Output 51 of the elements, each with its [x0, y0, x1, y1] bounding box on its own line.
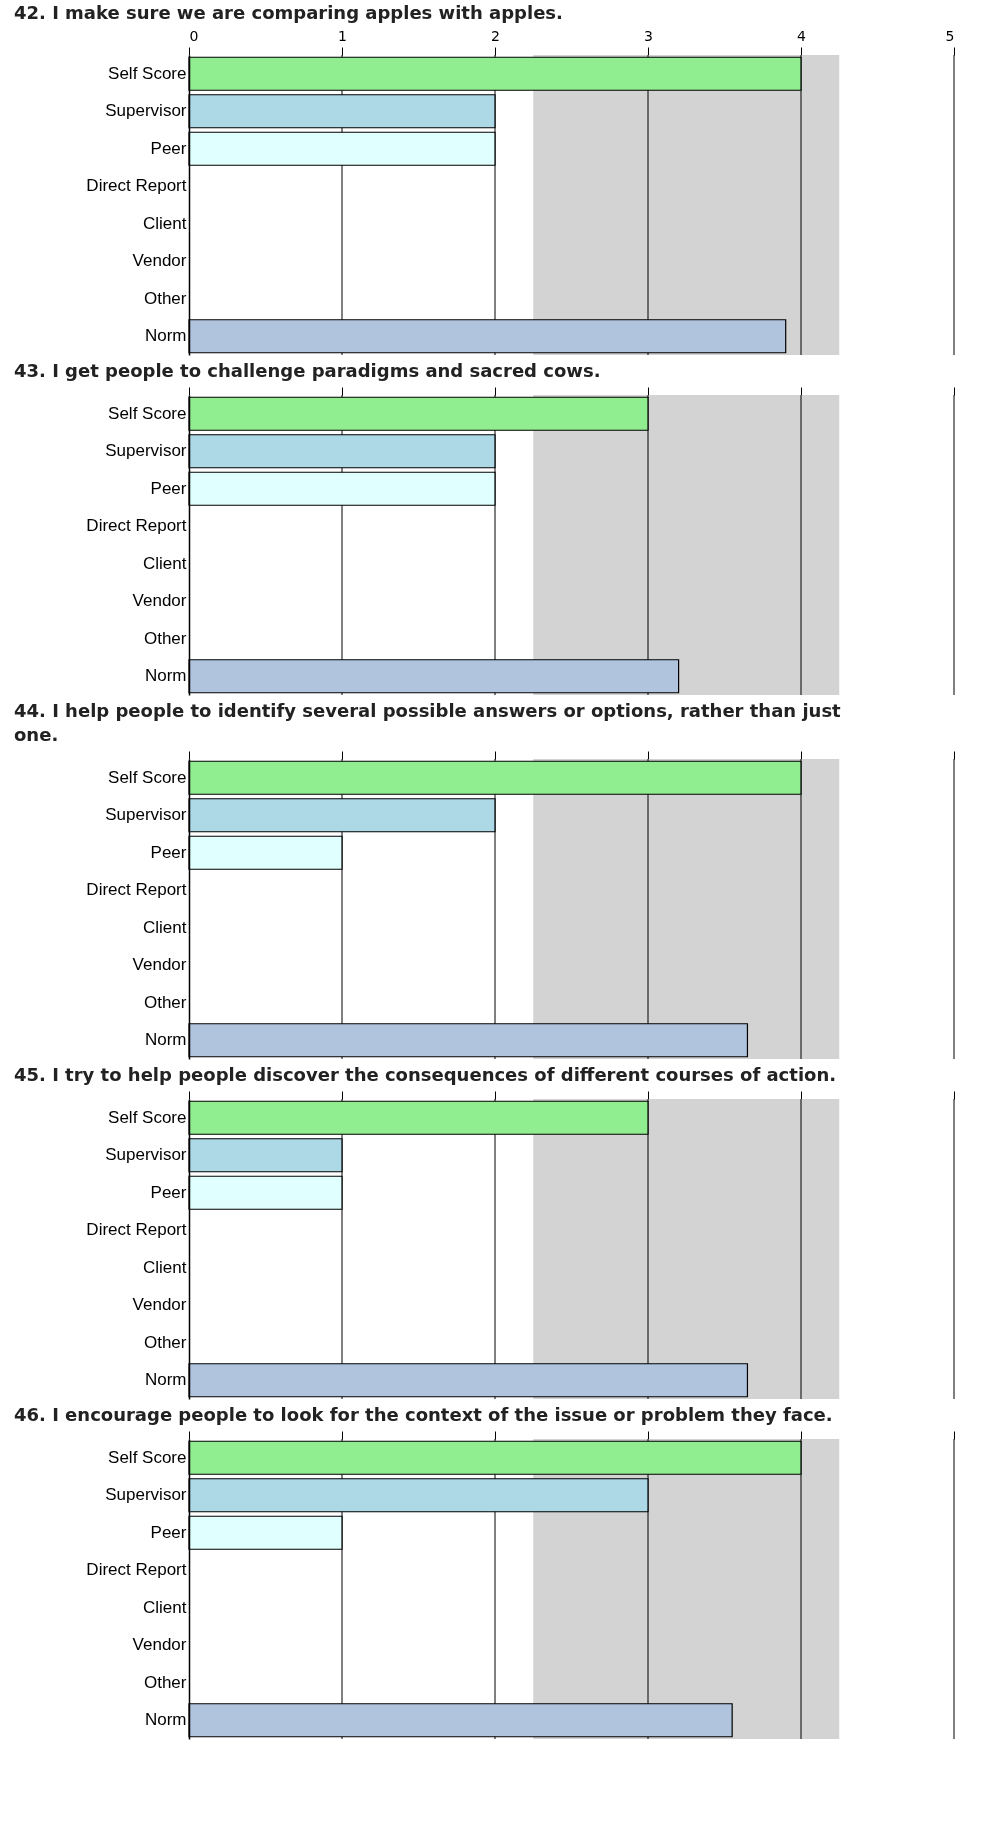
chart-title: 42. I make sure we are comparing apples with apples.: [14, 2, 563, 23]
y-tick-label: Client: [143, 1597, 187, 1617]
y-tick-label: Client: [143, 553, 187, 573]
y-tick-label: Peer: [150, 138, 187, 158]
y-tick-label: Vendor: [132, 591, 187, 611]
chart-title: 43. I get people to challenge paradigms and sacred cows.: [14, 359, 601, 381]
y-tick-label: Norm: [144, 1030, 187, 1050]
y-tick-label: Self Score: [108, 403, 187, 423]
y-tick-label: Client: [143, 213, 187, 233]
chart-title: 46. I encourage people to look for the context of the issue or problem they face.: [14, 1403, 833, 1425]
y-tick-label: Supervisor: [105, 101, 187, 121]
y-tick-label: Self Score: [108, 767, 187, 787]
y-tick-label: Norm: [144, 1370, 187, 1390]
x-tick-label: 0: [189, 27, 199, 44]
x-tick-label: 1: [338, 27, 347, 44]
chart-title: 45. I try to help people discover the consequences of different courses of action.: [14, 1063, 837, 1085]
y-tick-label: Direct Report: [86, 1220, 187, 1240]
chart-title: 44. I help people to identify several possible answers or options, rather than just one.: [14, 699, 842, 745]
y-tick-label: Norm: [144, 1710, 187, 1730]
y-tick-label: Peer: [150, 1182, 187, 1202]
y-tick-label: Supervisor: [105, 1145, 187, 1165]
y-tick-label: Direct Report: [86, 176, 187, 196]
y-tick-label: Vendor: [132, 955, 187, 975]
y-tick-label: Supervisor: [105, 441, 187, 461]
y-tick-label: Other: [143, 1672, 187, 1692]
y-tick-label: Direct Report: [86, 516, 187, 536]
y-tick-label: Other: [143, 992, 187, 1012]
y-tick-label: Supervisor: [105, 1485, 187, 1505]
y-tick-label: Norm: [144, 326, 187, 346]
y-tick-label: Norm: [144, 666, 187, 686]
y-tick-label: Client: [143, 917, 187, 937]
y-tick-label: Peer: [150, 842, 187, 862]
y-tick-label: Direct Report: [86, 1560, 187, 1580]
y-tick-label: Supervisor: [105, 805, 187, 825]
y-tick-label: Peer: [150, 1522, 187, 1542]
x-tick-label: 5: [945, 27, 955, 44]
x-tick-label: 4: [797, 27, 807, 44]
y-tick-label: Self Score: [108, 63, 187, 83]
y-tick-label: Self Score: [108, 1447, 187, 1467]
y-tick-label: Vendor: [132, 1295, 187, 1315]
y-tick-label: Client: [143, 1257, 187, 1277]
y-tick-label: Peer: [150, 478, 187, 498]
y-tick-label: Vendor: [132, 251, 187, 271]
y-tick-label: Vendor: [132, 1635, 187, 1655]
y-tick-label: Direct Report: [86, 880, 187, 900]
x-tick-label: 2: [491, 27, 500, 44]
y-tick-label: Other: [143, 288, 187, 308]
y-tick-label: Self Score: [108, 1107, 187, 1127]
y-tick-label: Other: [143, 628, 187, 648]
x-tick-label: 3: [644, 27, 653, 44]
y-tick-label: Other: [143, 1332, 187, 1352]
